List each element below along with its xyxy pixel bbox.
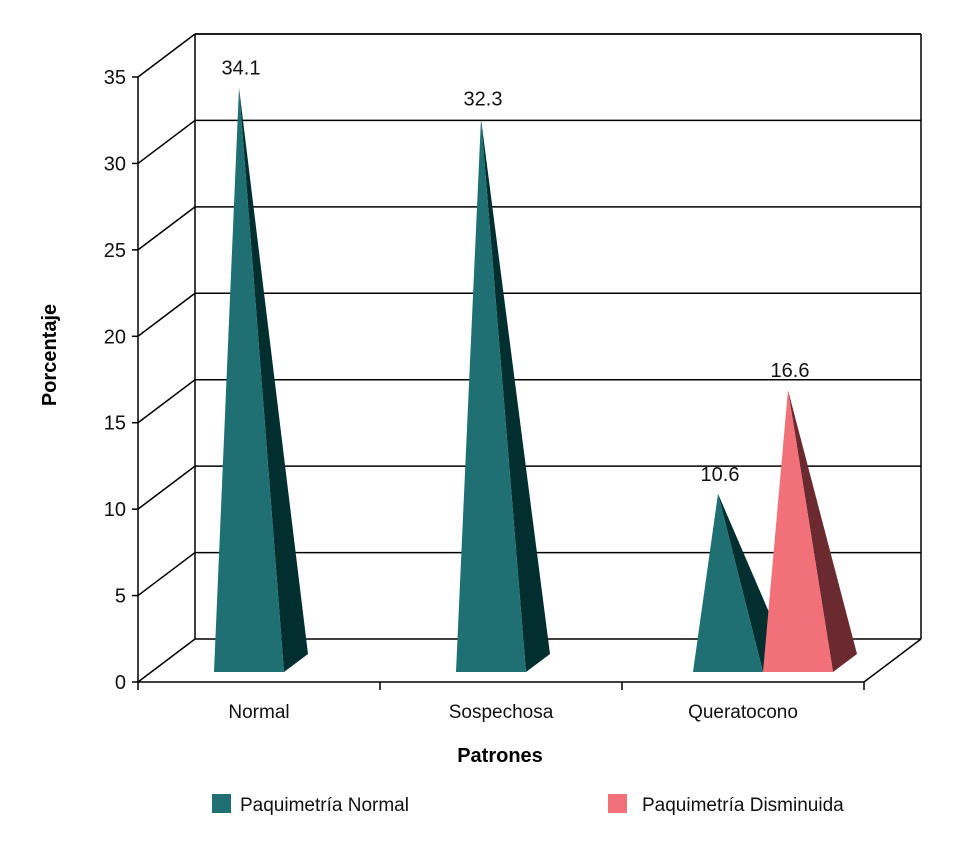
pyramid-bar (456, 118, 550, 672)
left-wall-line (137, 551, 196, 597)
pyramid-front-face (456, 118, 526, 672)
y-axis-title: Porcentaje (39, 304, 61, 406)
x-axis-title: Patrones (457, 745, 543, 767)
pyramid-front-face (693, 493, 763, 672)
pyramid-bar (214, 87, 308, 673)
left-wall-line (137, 638, 196, 683)
data-label: 34.1 (222, 58, 261, 80)
axis-layer: 0 5 10 15 20 25 30 35 Normal Sospechosa Queratocon… (104, 67, 865, 723)
data-label: 32.3 (464, 89, 503, 111)
pyramid-front-face (763, 390, 833, 672)
left-wall-line (137, 379, 196, 424)
y-tick-label: 35 (104, 67, 126, 89)
y-tick-label: 30 (104, 153, 126, 175)
left-wall-line (137, 206, 196, 251)
pyramid-bar (763, 390, 857, 672)
floor-right-edge (863, 638, 922, 683)
left-wall-line (137, 292, 196, 337)
category-label: Sospechosa (449, 702, 554, 723)
legend-label-disminuida: Paquimetría Disminuida (642, 795, 844, 816)
y-tick-label: 5 (115, 586, 126, 608)
data-label: 10.6 (701, 464, 740, 486)
labels-layer: 34.1 32.3 10.6 16.6 (222, 58, 810, 486)
left-wall-line (137, 465, 196, 510)
legend-swatch-normal (212, 794, 231, 813)
legend-label-normal: Paquimetría Normal (240, 795, 409, 816)
legend-swatch-disminuida (608, 794, 627, 813)
y-tick-label: 15 (104, 413, 126, 435)
pyramid-side-face (788, 390, 857, 672)
pyramid-side-face (481, 118, 550, 672)
pyramid-side-face (239, 87, 308, 673)
left-wall-line (137, 33, 196, 78)
category-label: Queratocono (688, 702, 798, 723)
category-label: Normal (228, 702, 289, 723)
left-wall-line (137, 119, 196, 165)
y-tick-label: 25 (104, 240, 126, 262)
grid-layer (137, 33, 922, 683)
marks-layer (214, 87, 857, 673)
y-tick-label: 0 (115, 672, 126, 694)
legend: Paquimetría Normal Paquimetría Disminuid… (212, 794, 844, 816)
pyramid-front-face (214, 87, 284, 673)
y-tick-label: 20 (104, 326, 126, 348)
data-label: 16.6 (771, 360, 810, 382)
y-tick-label: 10 (104, 499, 126, 521)
